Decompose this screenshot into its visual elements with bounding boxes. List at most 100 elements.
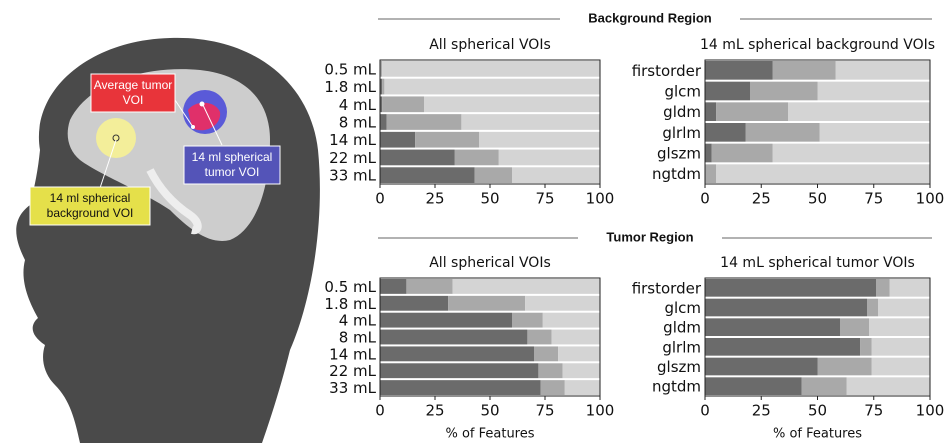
bar-segment (380, 279, 406, 294)
bar-segment (818, 82, 931, 101)
bar-segment (406, 279, 452, 294)
bar-segment (705, 123, 746, 142)
bar-segment (705, 318, 840, 336)
x-tick-label: 0 (700, 402, 710, 420)
bar-segment (380, 363, 538, 378)
x-axis-label: % of Features (445, 427, 534, 442)
x-tick-label: 75 (535, 190, 554, 208)
y-tick-label: firstorder (632, 279, 702, 297)
bar-segment (384, 79, 600, 95)
bar-segment (499, 150, 600, 166)
bar-segment (818, 358, 872, 376)
x-tick-label: 25 (752, 190, 771, 208)
y-tick-label: 33 mL (329, 167, 376, 185)
bar-segment (512, 167, 600, 183)
bar-segment (525, 296, 600, 311)
y-tick-label: glszm (657, 145, 701, 163)
y-tick-label: glrlm (662, 338, 701, 356)
bar-segment (527, 330, 551, 345)
bar-segment (382, 61, 600, 77)
x-tick-label: 100 (586, 402, 615, 420)
bar-segment (512, 313, 543, 328)
bar-segment (705, 144, 712, 163)
y-tick-label: 8 mL (339, 114, 377, 132)
bar-segment (424, 96, 600, 112)
figure: Average tumorVOI 14 ml sphericaltumor VO… (0, 0, 944, 443)
bar-segment (455, 150, 499, 166)
y-tick-label: glcm (664, 299, 701, 317)
x-axis-label: % of Features (773, 427, 862, 442)
bar-segment (534, 346, 558, 361)
bar-segment (415, 132, 479, 148)
x-tick-label: 0 (375, 402, 385, 420)
y-tick-label: 8 mL (339, 329, 377, 347)
bar-segment (705, 338, 860, 356)
bar-segment (878, 299, 930, 317)
bar-segment (876, 279, 890, 297)
x-tick-label: 25 (425, 402, 444, 420)
bar-segment (716, 164, 930, 183)
bar-segment (705, 164, 716, 183)
x-tick-label: 0 (375, 190, 385, 208)
bar-segment (705, 377, 802, 395)
bar-segment (705, 82, 750, 101)
y-tick-label: gldm (663, 103, 701, 121)
bar-segment (705, 61, 773, 80)
bar-segment (475, 167, 512, 183)
bar-segment (847, 377, 930, 395)
bar-segment (712, 144, 773, 163)
chart-title: All spherical VOIs (429, 37, 551, 53)
bar-segment (380, 313, 512, 328)
bar-segment (773, 61, 836, 80)
bar-segment (840, 318, 869, 336)
x-tick-label: 50 (480, 190, 499, 208)
bar-segment (563, 363, 600, 378)
y-tick-label: ngtdm (652, 165, 701, 183)
bar-segment (872, 338, 931, 356)
bar-segment (788, 102, 930, 121)
bar-segment (836, 61, 931, 80)
y-tick-label: 4 mL (339, 96, 377, 114)
bar-segment (380, 296, 448, 311)
bar-segment (867, 299, 878, 317)
bar-segment (820, 123, 930, 142)
bar-segment (716, 102, 788, 121)
bar-segment (380, 346, 534, 361)
x-tick-label: 0 (700, 190, 710, 208)
bar-segment (705, 102, 716, 121)
y-tick-label: glrlm (662, 124, 701, 142)
chart-title: 14 mL spherical background VOIs (700, 37, 935, 53)
bar-segment (380, 330, 527, 345)
x-tick-label: 75 (535, 402, 554, 420)
y-tick-label: 1.8 mL (324, 295, 376, 313)
x-tick-label: 75 (864, 402, 883, 420)
bar-segment (461, 114, 600, 130)
bar-segment (382, 96, 424, 112)
bar-segment (380, 150, 455, 166)
bar-segment (541, 380, 565, 395)
bar-segment (543, 313, 600, 328)
x-tick-label: 25 (425, 190, 444, 208)
x-tick-label: 100 (586, 190, 615, 208)
x-tick-label: 25 (752, 402, 771, 420)
bar-segment (869, 318, 930, 336)
bar-segment (380, 132, 415, 148)
bar-segment (380, 167, 475, 183)
y-tick-label: firstorder (632, 62, 702, 80)
bar-segment (382, 79, 384, 95)
bar-segment (448, 296, 525, 311)
y-tick-label: glszm (657, 358, 701, 376)
bar-segment (552, 330, 600, 345)
y-tick-label: glcm (664, 83, 701, 101)
x-tick-label: 50 (808, 190, 827, 208)
bar-segment (705, 358, 818, 376)
bar-segment (380, 380, 541, 395)
chart-title: 14 mL spherical tumor VOIs (720, 255, 915, 271)
bar-segment (479, 132, 600, 148)
bar-segment (802, 377, 847, 395)
bar-segment (705, 299, 867, 317)
y-tick-label: 4 mL (339, 312, 377, 330)
bar-segment (773, 144, 931, 163)
bar-segment (453, 279, 600, 294)
